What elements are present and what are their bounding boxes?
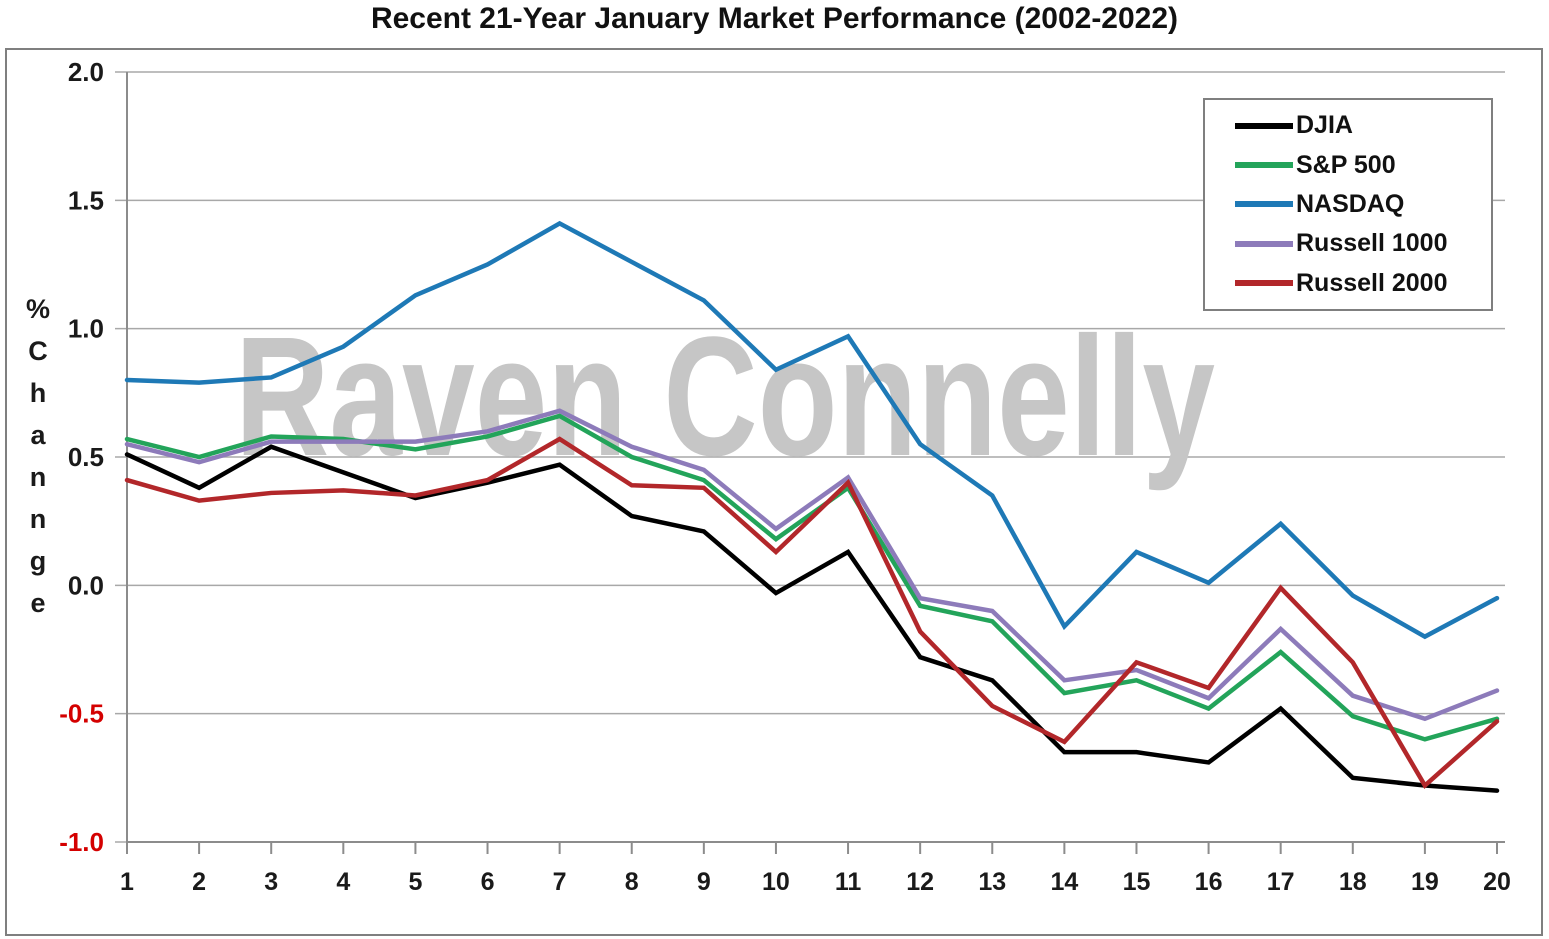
legend-swatch-line (1235, 240, 1293, 247)
series-line-russell-2000 (124, 436, 1500, 790)
x-tick-label: 6 (481, 868, 495, 896)
series-line-nasdaq (124, 220, 1500, 640)
x-tick-label: 4 (336, 868, 350, 896)
legend-item-label: DJIA (1296, 111, 1353, 140)
x-tick-label: 13 (978, 868, 1006, 896)
y-tick-label: 1.0 (68, 314, 104, 344)
legend-item: DJIA (1235, 111, 1491, 140)
x-tick-label: 12 (906, 868, 934, 896)
watermark-text: Raven Connelly (235, 302, 1215, 492)
y-axis-title-letter: a (30, 420, 46, 450)
x-tick-label: 7 (553, 868, 567, 896)
x-tick-label: 2 (192, 868, 206, 896)
x-tick-label: 9 (697, 868, 711, 896)
chart-title: Recent 21-Year January Market Performanc… (370, 2, 1179, 35)
x-tick-label: 16 (1195, 868, 1223, 896)
legend-item-label: Russell 2000 (1296, 268, 1448, 297)
x-tick-label: 19 (1411, 868, 1439, 896)
y-axis-title-letter: n (30, 504, 47, 534)
y-axis-title-letter: % (26, 294, 50, 324)
legend-item-label: NASDAQ (1296, 189, 1405, 218)
x-tick-label: 11 (835, 868, 862, 896)
legend-swatch-line (1235, 280, 1293, 287)
y-axis-title-letter: C (28, 336, 48, 366)
y-axis-title-letter: h (30, 378, 47, 408)
x-tick-label: 10 (762, 868, 790, 896)
legend: DJIA S&P 500 NASDAQ Russell 1000 Russell 200… (1203, 98, 1493, 311)
x-tick-label: 15 (1123, 868, 1151, 896)
legend-item: NASDAQ (1235, 190, 1491, 219)
x-tick-label: 3 (264, 868, 278, 896)
x-tick-label: 14 (1050, 868, 1078, 896)
legend-item-label: S&P 500 (1296, 150, 1396, 179)
x-tick-label: 17 (1267, 868, 1295, 896)
legend-item-label: Russell 1000 (1296, 229, 1448, 258)
series-line-djia (124, 444, 1500, 793)
y-axis-title-letter: e (30, 588, 45, 618)
x-tick-label: 8 (625, 868, 639, 896)
y-axis-title-letter: n (30, 462, 47, 492)
legend-swatch-line (1235, 122, 1293, 129)
legend-swatch-line (1235, 162, 1293, 169)
legend-swatch-line (1235, 201, 1293, 208)
y-tick-label: 0.5 (68, 442, 104, 472)
y-tick-label: 2.0 (68, 57, 104, 87)
y-tick-label: -1.0 (59, 827, 104, 857)
y-tick-label: 1.5 (68, 185, 104, 215)
legend-item: S&P 500 (1235, 151, 1491, 180)
series-line-russell-1000 (124, 408, 1500, 722)
y-tick-label: 0.0 (68, 570, 104, 600)
legend-item: Russell 1000 (1235, 229, 1491, 258)
x-tick-label: 1 (120, 868, 134, 896)
legend-item: Russell 2000 (1235, 269, 1491, 298)
x-tick-label: 20 (1483, 868, 1511, 896)
x-tick-label: 18 (1339, 868, 1367, 896)
x-tick-label: 5 (408, 868, 422, 896)
y-axis-title-letter: g (30, 546, 47, 576)
y-tick-label: -0.5 (59, 699, 104, 729)
